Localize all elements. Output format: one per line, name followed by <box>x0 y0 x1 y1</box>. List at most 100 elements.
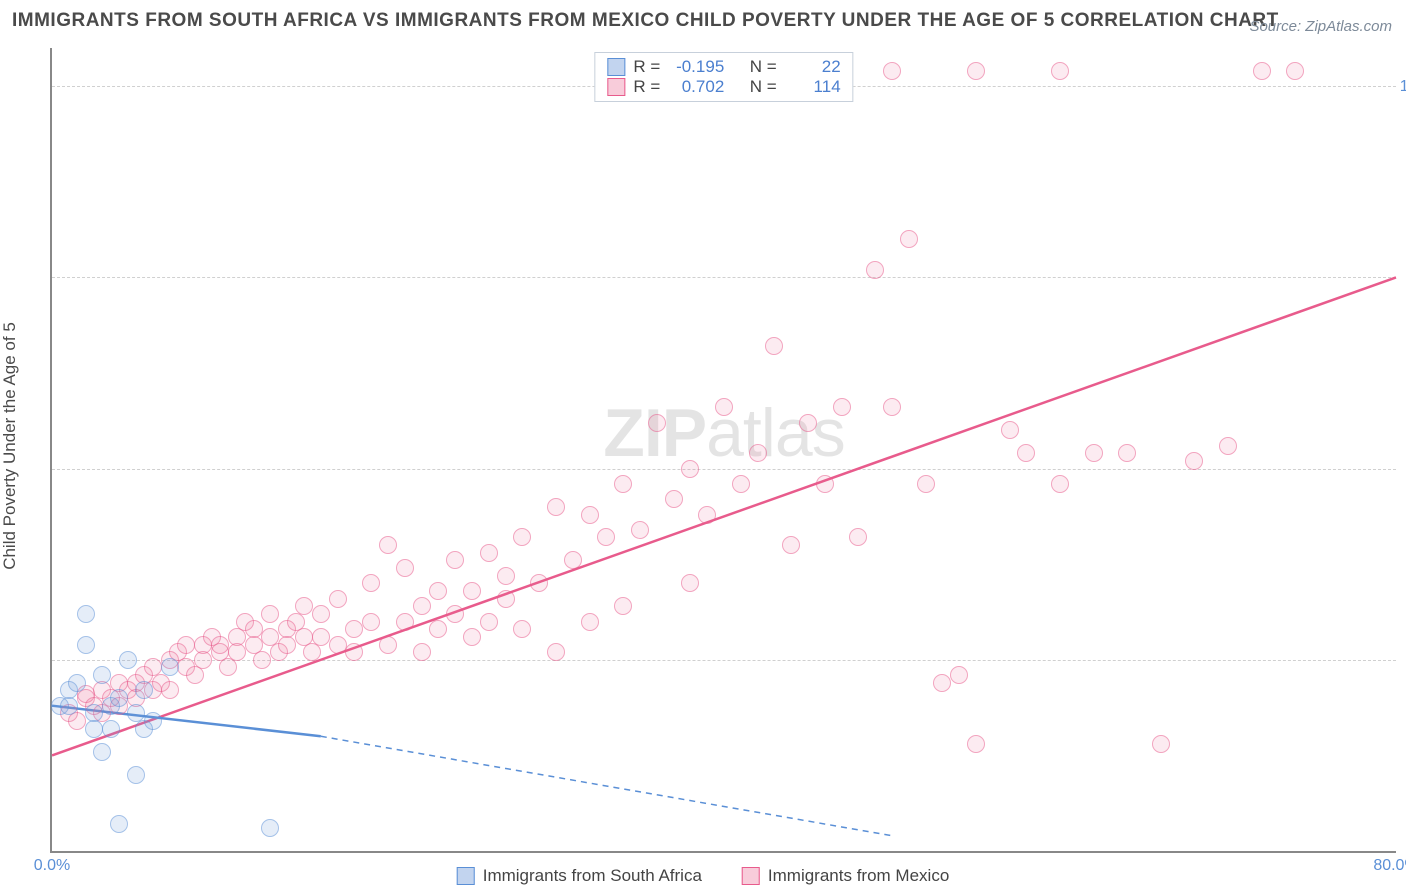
point-mexico <box>1051 475 1069 493</box>
point-mexico <box>883 398 901 416</box>
point-south-africa <box>110 815 128 833</box>
point-south-africa <box>135 681 153 699</box>
point-mexico <box>396 613 414 631</box>
point-mexico <box>564 551 582 569</box>
point-mexico <box>1253 62 1271 80</box>
point-mexico <box>161 681 179 699</box>
point-mexico <box>547 643 565 661</box>
legend-item-mexico: Immigrants from Mexico <box>742 866 949 886</box>
legend-swatch-mexico <box>742 867 760 885</box>
point-mexico <box>261 605 279 623</box>
point-mexico <box>278 636 296 654</box>
point-mexico <box>362 613 380 631</box>
point-mexico <box>513 620 531 638</box>
point-mexico <box>446 551 464 569</box>
point-south-africa <box>77 605 95 623</box>
point-mexico <box>429 582 447 600</box>
point-south-africa <box>77 636 95 654</box>
legend-n-value-a: 22 <box>785 57 841 77</box>
point-south-africa <box>110 689 128 707</box>
correlation-legend-row-b: R = 0.702 N = 114 <box>607 77 840 97</box>
point-south-africa <box>135 720 153 738</box>
point-mexico <box>211 636 229 654</box>
point-mexico <box>967 62 985 80</box>
point-mexico <box>463 628 481 646</box>
point-mexico <box>463 582 481 600</box>
point-mexico <box>379 636 397 654</box>
legend-item-south-africa: Immigrants from South Africa <box>457 866 702 886</box>
point-mexico <box>698 506 716 524</box>
point-mexico <box>1185 452 1203 470</box>
point-mexico <box>497 567 515 585</box>
source-attribution: Source: ZipAtlas.com <box>1249 18 1392 35</box>
point-mexico <box>1286 62 1304 80</box>
point-mexico <box>681 460 699 478</box>
point-south-africa <box>161 658 179 676</box>
point-mexico <box>68 712 86 730</box>
point-mexico <box>732 475 750 493</box>
point-mexico <box>900 230 918 248</box>
point-mexico <box>429 620 447 638</box>
x-tick-label: 80.0% <box>1373 857 1406 875</box>
point-mexico <box>917 475 935 493</box>
chart-title: IMMIGRANTS FROM SOUTH AFRICA VS IMMIGRAN… <box>12 10 1279 32</box>
point-mexico <box>396 559 414 577</box>
point-mexico <box>1118 444 1136 462</box>
series-legend: Immigrants from South Africa Immigrants … <box>449 864 958 888</box>
point-mexico <box>329 636 347 654</box>
point-mexico <box>799 414 817 432</box>
legend-n-label: N = <box>750 57 777 77</box>
legend-r-value-b: 0.702 <box>668 77 724 97</box>
point-mexico <box>1017 444 1035 462</box>
legend-r-value-a: -0.195 <box>668 57 724 77</box>
point-mexico <box>1085 444 1103 462</box>
point-mexico <box>967 735 985 753</box>
point-mexico <box>765 337 783 355</box>
point-mexico <box>245 620 263 638</box>
point-mexico <box>581 506 599 524</box>
point-mexico <box>194 651 212 669</box>
point-mexico <box>446 605 464 623</box>
point-mexico <box>648 414 666 432</box>
legend-n-value-b: 114 <box>785 77 841 97</box>
point-mexico <box>950 666 968 684</box>
point-mexico <box>581 613 599 631</box>
point-mexico <box>362 574 380 592</box>
point-mexico <box>253 651 271 669</box>
x-tick-label: 0.0% <box>34 857 70 875</box>
point-mexico <box>530 574 548 592</box>
point-mexico <box>833 398 851 416</box>
point-mexico <box>597 528 615 546</box>
point-mexico <box>413 643 431 661</box>
legend-n-label: N = <box>750 77 777 97</box>
point-mexico <box>614 475 632 493</box>
point-mexico <box>665 490 683 508</box>
point-mexico <box>497 590 515 608</box>
point-mexico <box>933 674 951 692</box>
point-south-africa <box>93 666 111 684</box>
point-south-africa <box>85 720 103 738</box>
legend-swatch-south-africa <box>457 867 475 885</box>
point-mexico <box>186 666 204 684</box>
legend-r-label: R = <box>633 57 660 77</box>
point-mexico <box>312 628 330 646</box>
point-mexico <box>312 605 330 623</box>
point-mexico <box>413 597 431 615</box>
point-south-africa <box>261 819 279 837</box>
regression-lines <box>52 48 1396 851</box>
point-mexico <box>883 62 901 80</box>
point-mexico <box>303 643 321 661</box>
point-mexico <box>1219 437 1237 455</box>
point-mexico <box>631 521 649 539</box>
point-mexico <box>219 658 237 676</box>
point-mexico <box>480 613 498 631</box>
point-mexico <box>295 597 313 615</box>
point-mexico <box>1001 421 1019 439</box>
point-south-africa <box>93 743 111 761</box>
point-mexico <box>681 574 699 592</box>
regression-line-mexico <box>52 277 1396 755</box>
point-mexico <box>480 544 498 562</box>
legend-r-label: R = <box>633 77 660 97</box>
point-mexico <box>177 636 195 654</box>
point-mexico <box>345 620 363 638</box>
